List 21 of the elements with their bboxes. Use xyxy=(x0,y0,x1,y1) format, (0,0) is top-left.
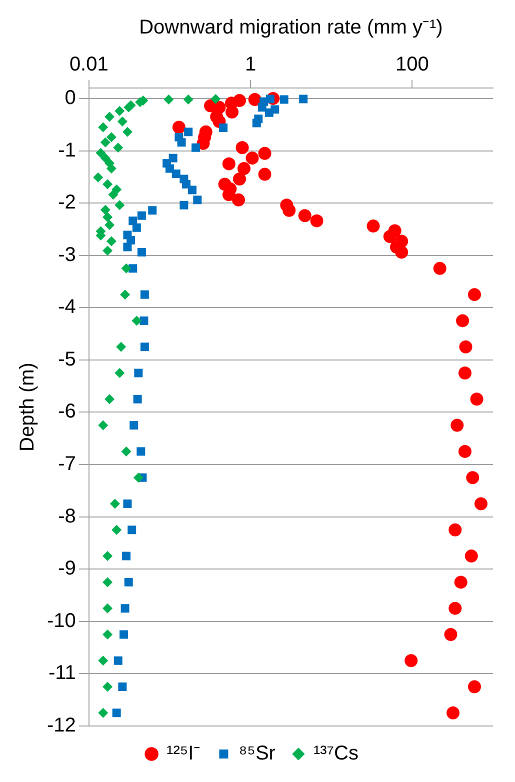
y-tick-label: -9 xyxy=(58,558,76,580)
y-tick-label: -6 xyxy=(58,400,76,423)
y-tick-label: -2 xyxy=(58,192,76,214)
y-axis-title: Depth (m) xyxy=(16,362,39,452)
x-tick-label: 0.01 xyxy=(69,54,108,76)
legend-label: ¹³⁷Cs xyxy=(313,742,358,765)
x-axis-title: Downward migration rate (mm y⁻¹) xyxy=(139,16,443,39)
legend-label: ⁸⁵Sr xyxy=(238,742,276,765)
y-tick-label: -4 xyxy=(58,296,76,318)
y-tick-label: -12 xyxy=(47,714,76,737)
y-tick-label: -5 xyxy=(58,348,76,370)
x-tick-label: 1 xyxy=(244,54,256,76)
y-tick-label: -1 xyxy=(58,139,76,162)
y-tick-label: 0 xyxy=(64,86,76,109)
y-tick-label: -10 xyxy=(47,610,76,632)
legend-label: ¹²⁵I⁻ xyxy=(166,742,201,765)
y-tick-label: -7 xyxy=(58,453,76,476)
y-tick-label: -3 xyxy=(58,244,76,266)
y-tick-label: -11 xyxy=(48,662,76,684)
y-tick-label: -8 xyxy=(58,505,76,528)
x-tick-label: 100 xyxy=(395,54,429,76)
